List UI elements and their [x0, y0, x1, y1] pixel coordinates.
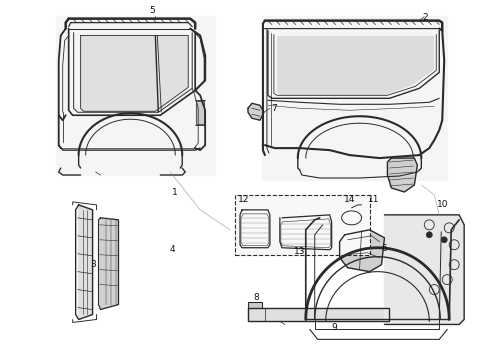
- Bar: [235, 195, 369, 255]
- Polygon shape: [249, 302, 261, 306]
- Text: 14: 14: [344, 195, 355, 204]
- Polygon shape: [78, 205, 93, 319]
- Polygon shape: [100, 218, 119, 310]
- Polygon shape: [278, 37, 433, 94]
- Polygon shape: [249, 104, 263, 119]
- Text: 13: 13: [294, 247, 306, 256]
- Polygon shape: [280, 215, 332, 250]
- Text: 4: 4: [170, 245, 175, 254]
- Circle shape: [441, 237, 447, 243]
- Text: 2: 2: [422, 13, 428, 22]
- Text: 10: 10: [437, 201, 448, 210]
- Polygon shape: [388, 158, 417, 192]
- Text: 8: 8: [253, 293, 259, 302]
- Polygon shape: [340, 230, 385, 272]
- Polygon shape: [262, 15, 447, 180]
- Text: 6: 6: [382, 244, 387, 253]
- Circle shape: [426, 232, 432, 238]
- Polygon shape: [240, 210, 270, 248]
- Text: 3: 3: [91, 260, 97, 269]
- Text: 11: 11: [368, 195, 379, 204]
- Text: 9: 9: [332, 323, 338, 332]
- Polygon shape: [81, 36, 188, 111]
- Text: 12: 12: [238, 195, 250, 204]
- Polygon shape: [248, 307, 390, 321]
- Polygon shape: [385, 215, 464, 324]
- Polygon shape: [56, 15, 215, 175]
- Text: 5: 5: [149, 6, 155, 15]
- Polygon shape: [196, 101, 204, 124]
- Text: 1: 1: [172, 188, 178, 197]
- Text: 7: 7: [271, 104, 277, 113]
